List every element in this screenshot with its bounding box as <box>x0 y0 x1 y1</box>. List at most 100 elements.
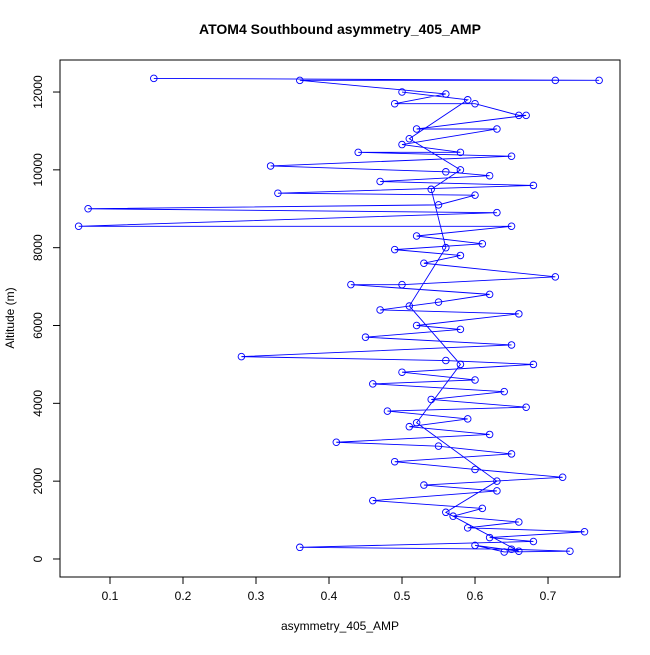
data-point <box>354 148 362 157</box>
data-point <box>442 508 450 517</box>
data-point <box>507 222 516 231</box>
data-point <box>442 90 450 98</box>
x-tick-label: 0.3 <box>248 589 265 603</box>
data-point <box>390 457 399 466</box>
data-point <box>398 88 406 96</box>
x-tick-label: 0.5 <box>394 589 411 603</box>
data-point <box>427 395 435 404</box>
data-point <box>398 280 406 289</box>
data-point <box>456 148 465 157</box>
data-point <box>515 518 523 526</box>
x-axis-label: asymmetry_405_AMP <box>281 619 399 633</box>
data-point <box>471 99 479 108</box>
data-point <box>84 205 92 213</box>
data-point <box>463 415 472 423</box>
data-point <box>398 368 406 376</box>
data-point <box>390 99 399 108</box>
chart-title: ATOM4 Southbound asymmetry_405_AMP <box>199 21 481 37</box>
data-point <box>412 125 421 133</box>
data-point <box>369 496 377 505</box>
y-axis-label: Altitude (m) <box>3 287 17 348</box>
data-point <box>412 232 421 240</box>
data-point <box>471 541 479 550</box>
data-point <box>471 465 479 474</box>
data-point <box>493 125 501 133</box>
y-tick-label: 10000 <box>31 153 45 187</box>
data-point <box>434 201 443 209</box>
data-point <box>434 298 443 306</box>
data-point <box>442 356 450 365</box>
data-point <box>390 245 399 254</box>
data-point <box>456 251 465 260</box>
data-point <box>347 280 355 289</box>
y-tick-label: 8000 <box>31 234 45 261</box>
data-point <box>463 96 472 104</box>
data-point <box>412 321 421 330</box>
data-point <box>74 222 83 231</box>
data-point <box>493 208 501 217</box>
x-tick-label: 0.1 <box>102 589 119 603</box>
data-point <box>478 504 487 513</box>
y-tick-label: 6000 <box>31 312 45 339</box>
data-point <box>376 177 384 186</box>
data-point <box>551 273 560 281</box>
data-point <box>296 543 304 552</box>
data-point <box>442 168 450 176</box>
data-point <box>296 76 304 85</box>
data-point <box>427 185 435 194</box>
data-point <box>507 152 516 160</box>
data-point <box>515 111 523 120</box>
x-tick-label: 0.7 <box>540 589 557 603</box>
data-point <box>485 533 494 542</box>
data-point <box>529 537 538 546</box>
data-point <box>551 76 560 85</box>
data-point <box>150 74 158 83</box>
data-point <box>405 422 414 431</box>
y-tick-label: 12000 <box>31 75 45 109</box>
data-point <box>515 547 523 555</box>
data-point <box>456 325 465 334</box>
data-point <box>434 442 443 450</box>
data-point <box>405 134 414 143</box>
data-point <box>463 524 472 532</box>
plot-frame <box>59 59 621 578</box>
data-point <box>471 191 479 199</box>
data-point <box>478 240 487 248</box>
data-point <box>529 181 538 190</box>
data-point <box>515 310 523 318</box>
data-point <box>361 333 370 341</box>
data-point <box>332 438 341 446</box>
data-point <box>485 430 494 439</box>
y-tick-label: 4000 <box>31 390 45 417</box>
data-point <box>507 450 516 458</box>
data-point <box>580 527 589 536</box>
data-point <box>500 387 508 396</box>
data-point <box>237 352 246 361</box>
data-point <box>420 259 428 267</box>
data-point <box>274 189 282 197</box>
data-point <box>412 419 421 427</box>
data-point <box>529 360 538 369</box>
data-point <box>507 545 516 554</box>
data-point <box>449 512 457 520</box>
data-point <box>266 162 275 170</box>
data-point <box>471 376 479 384</box>
data-point <box>376 306 384 314</box>
data-point <box>566 547 574 555</box>
data-point <box>369 380 377 388</box>
data-point <box>493 487 501 495</box>
data-point <box>485 290 494 299</box>
data-point <box>420 481 428 489</box>
data-point <box>493 477 501 485</box>
data-point <box>522 403 530 411</box>
data-point <box>442 243 450 252</box>
data-point <box>398 140 406 149</box>
data-line <box>78 77 600 553</box>
data-point <box>558 473 567 482</box>
data-point <box>522 111 530 120</box>
y-tick-label: 0 <box>31 555 45 562</box>
data-point <box>500 548 508 556</box>
data-point <box>507 341 516 349</box>
